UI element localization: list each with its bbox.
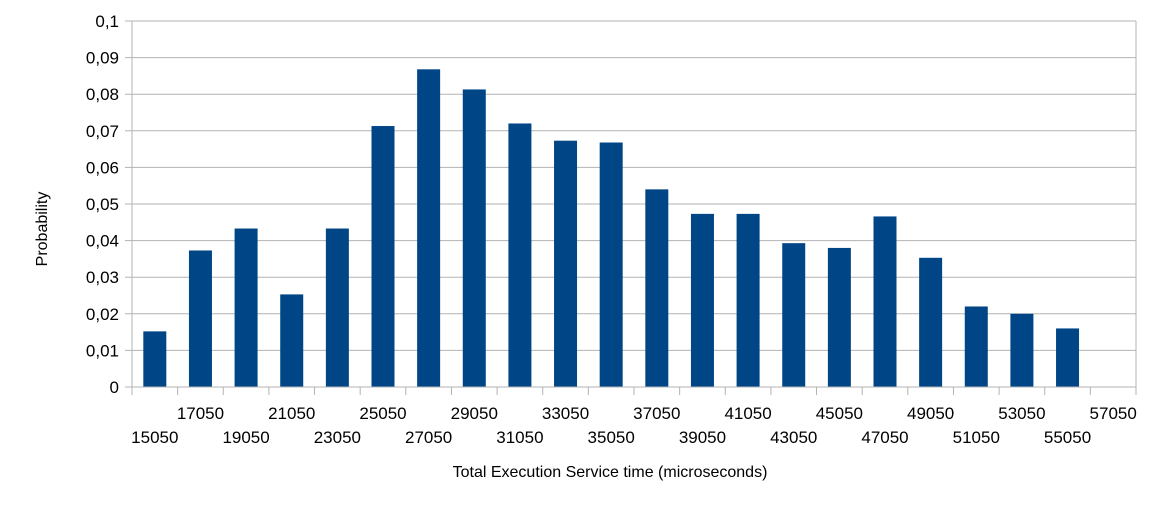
bar-55050	[1056, 328, 1080, 387]
y-tick-label: 0,1	[95, 12, 119, 31]
x-tick-label: 19050	[222, 428, 269, 447]
x-tick-label: 37050	[633, 404, 680, 423]
y-tick-label: 0,04	[86, 232, 119, 251]
x-tick-label: 49050	[907, 404, 954, 423]
x-tick-label: 27050	[405, 428, 452, 447]
y-tick-label: 0,01	[86, 341, 119, 360]
x-tick-label: 57050	[1090, 404, 1137, 423]
x-tick-label: 31050	[496, 428, 543, 447]
bar-45050	[827, 247, 851, 387]
bar-43050	[782, 243, 806, 387]
x-tick-label: 25050	[359, 404, 406, 423]
x-tick-label: 17050	[177, 404, 224, 423]
bar-47050	[873, 216, 897, 387]
y-tick-label: 0,02	[86, 305, 119, 324]
x-tick-label: 47050	[861, 428, 908, 447]
bar-53050	[1010, 313, 1034, 387]
x-tick-label: 45050	[816, 404, 863, 423]
bar-49050	[919, 257, 943, 387]
x-tick-label: 33050	[542, 404, 589, 423]
y-tick-label: 0,05	[86, 195, 119, 214]
x-tick-label: 23050	[314, 428, 361, 447]
bar-21050	[280, 294, 304, 387]
bar-29050	[462, 89, 486, 387]
y-tick-label: 0,06	[86, 158, 119, 177]
bar-15050	[143, 331, 167, 387]
y-tick-label: 0,03	[86, 268, 119, 287]
x-tick-label: 51050	[953, 428, 1000, 447]
y-axis-title: Probability	[34, 192, 51, 267]
bar-31050	[508, 123, 532, 387]
x-tick-labels: 15050 17050 19050 21050 23050 25050 27050 29050…	[131, 404, 1137, 447]
bar-27050	[417, 69, 441, 387]
x-tick-label: 35050	[588, 428, 635, 447]
bar-41050	[736, 213, 760, 387]
y-tick-label: 0	[110, 378, 119, 397]
y-tick-label: 0,07	[86, 122, 119, 141]
bar-35050	[599, 142, 623, 387]
x-tick-label: 21050	[268, 404, 315, 423]
bar-19050	[234, 228, 258, 387]
bar-17050	[188, 250, 212, 387]
bar-39050	[690, 213, 714, 387]
bars	[143, 69, 1080, 388]
bar-25050	[371, 126, 395, 388]
y-tick-label: 0,09	[86, 49, 119, 68]
axes	[131, 21, 1137, 395]
bar-33050	[554, 140, 578, 387]
x-tick-label: 41050	[724, 404, 771, 423]
x-tick-label: 29050	[451, 404, 498, 423]
x-tick-label: 53050	[998, 404, 1045, 423]
bar-37050	[645, 189, 669, 387]
x-tick-label: 15050	[131, 428, 178, 447]
x-tick-label: 55050	[1044, 428, 1091, 447]
y-tick-label: 0,08	[86, 85, 119, 104]
bar-51050	[964, 306, 988, 387]
x-tick-label: 43050	[770, 428, 817, 447]
x-tick-label: 39050	[679, 428, 726, 447]
y-tick-labels: 0 0,01 0,02 0,03 0,04 0,05 0,06 0,07 0,08 0,09 0,1	[86, 12, 119, 397]
bar-23050	[325, 228, 349, 387]
x-axis-title: Total Execution Service time (microsecon…	[453, 464, 768, 481]
